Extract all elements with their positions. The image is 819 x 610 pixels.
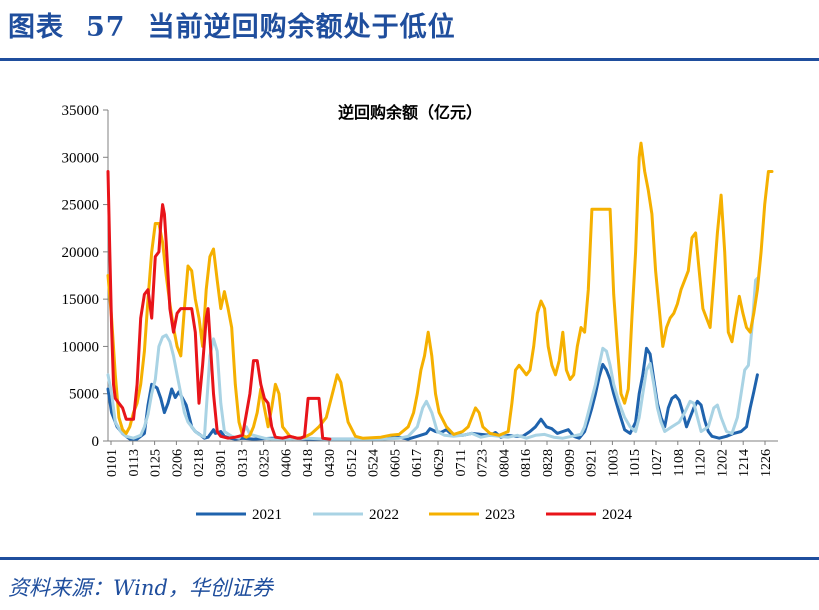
y-tick-label: 0 bbox=[92, 434, 100, 450]
x-tick-label: 0206 bbox=[170, 449, 185, 477]
y-tick-label: 15000 bbox=[62, 292, 100, 308]
figure-title-text: 当前逆回购余额处于低位 bbox=[147, 12, 456, 43]
x-tick-label: 0301 bbox=[214, 449, 229, 477]
x-axis: 0101 0113 0125 0206 0218 0301 0313 0325 0406 0418… bbox=[105, 440, 778, 477]
top-divider bbox=[0, 58, 819, 61]
x-tick-label: 0430 bbox=[323, 449, 338, 477]
series-lines bbox=[106, 141, 774, 441]
x-tick-label: 0101 bbox=[105, 449, 120, 477]
x-tick-label: 1108 bbox=[672, 449, 687, 476]
series-line-2023 bbox=[106, 141, 774, 440]
chart-title: 逆回购余额（亿元） bbox=[338, 103, 482, 122]
x-tick-label: 1027 bbox=[650, 449, 665, 477]
legend-label-2024: 2024 bbox=[602, 507, 633, 523]
legend-label-2023: 2023 bbox=[485, 507, 515, 523]
x-tick-label: 0512 bbox=[345, 449, 360, 477]
x-tick-label: 1214 bbox=[737, 449, 752, 477]
y-tick-label: 35000 bbox=[62, 103, 100, 119]
x-tick-label: 0921 bbox=[585, 449, 600, 477]
y-tick-label: 10000 bbox=[62, 339, 100, 355]
x-tick-label: 0524 bbox=[367, 449, 382, 477]
y-axis: 0 5000 10000 15000 20000 25000 30000 35000 bbox=[62, 103, 109, 450]
x-tick-label: 1226 bbox=[759, 449, 774, 477]
x-tick-label: 0828 bbox=[541, 449, 556, 477]
x-tick-label: 0629 bbox=[432, 449, 447, 477]
x-tick-label: 0804 bbox=[497, 449, 512, 477]
x-tick-label: 0909 bbox=[563, 449, 578, 477]
source-note: 资料来源：Wind，华创证券 bbox=[8, 576, 273, 600]
x-tick-label: 0711 bbox=[454, 449, 469, 476]
y-tick-label: 5000 bbox=[69, 387, 99, 403]
x-tick-label: 0325 bbox=[258, 449, 273, 477]
bottom-divider bbox=[0, 557, 819, 560]
figure-label: 图表 bbox=[8, 12, 64, 43]
x-tick-label: 0406 bbox=[279, 449, 294, 477]
x-tick-label: 1120 bbox=[694, 449, 709, 476]
legend: 2021 2022 2023 2024 bbox=[196, 507, 633, 523]
figure-title: 图表 57 当前逆回购余额处于低位 bbox=[8, 8, 456, 48]
x-tick-label: 0723 bbox=[476, 449, 491, 477]
x-tick-label: 0313 bbox=[236, 449, 251, 477]
x-tick-label: 1202 bbox=[715, 449, 730, 477]
x-tick-label: 0218 bbox=[192, 449, 207, 477]
x-tick-label: 0125 bbox=[149, 449, 164, 477]
series-line-2022 bbox=[106, 276, 759, 441]
x-tick-label: 0617 bbox=[410, 449, 425, 477]
series-line-2024 bbox=[106, 170, 332, 441]
x-tick-label: 1015 bbox=[628, 449, 643, 477]
y-tick-label: 30000 bbox=[62, 150, 100, 166]
figure-number: 57 bbox=[86, 12, 126, 43]
x-tick-label: 1003 bbox=[606, 449, 621, 477]
line-chart: 逆回购余额（亿元） 0 5000 10000 15000 20000 25000 30000… bbox=[62, 103, 778, 523]
legend-label-2021: 2021 bbox=[252, 507, 282, 523]
x-tick-label: 0418 bbox=[301, 449, 316, 477]
y-tick-label: 20000 bbox=[62, 245, 100, 261]
x-tick-label: 0113 bbox=[127, 449, 142, 476]
y-tick-label: 25000 bbox=[62, 198, 100, 214]
x-tick-label: 0816 bbox=[519, 449, 534, 477]
legend-label-2022: 2022 bbox=[369, 507, 399, 523]
x-tick-label: 0605 bbox=[388, 449, 403, 477]
